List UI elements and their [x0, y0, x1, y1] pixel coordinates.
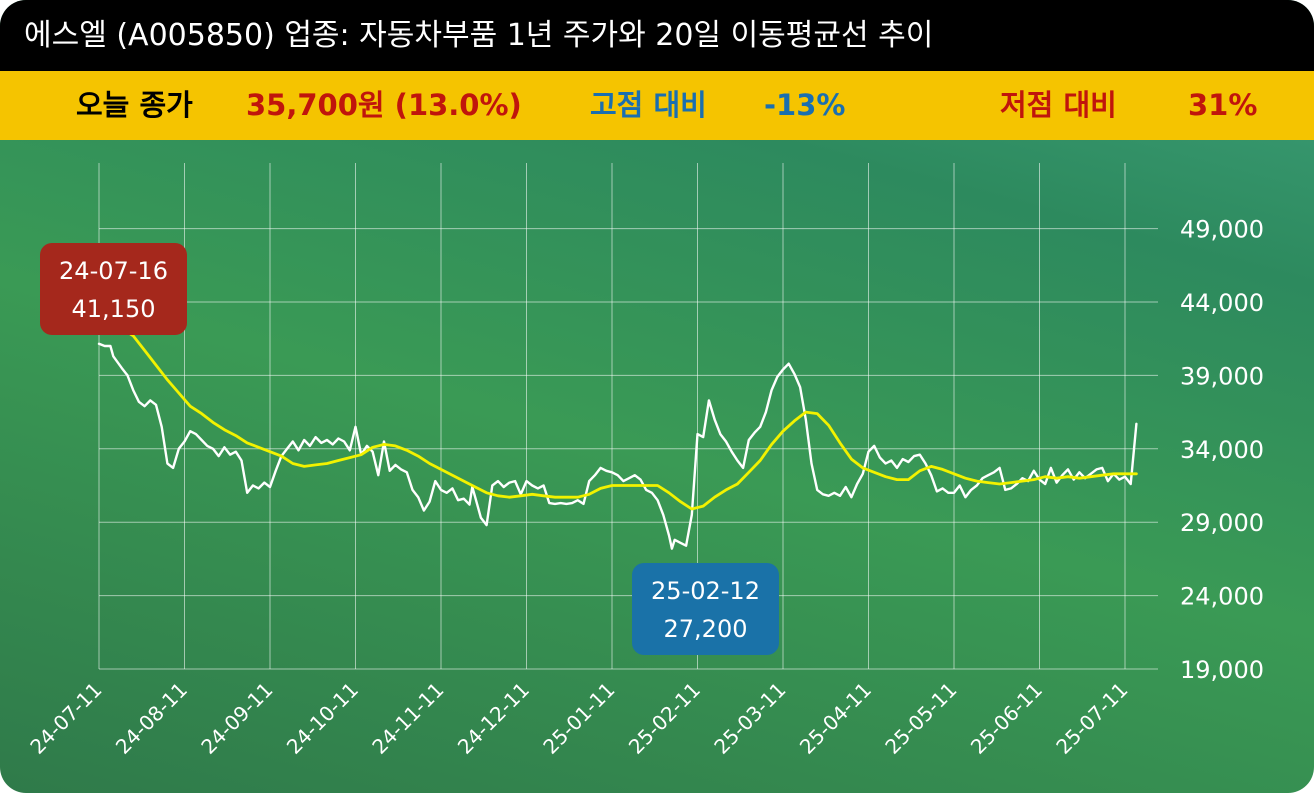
high-callout-value: 41,150: [72, 295, 156, 323]
x-tick-label: 24-11-11: [367, 678, 448, 759]
high-label: 고점 대비: [590, 88, 707, 122]
ma20-series-line: [109, 321, 1138, 511]
chart-title: 에스엘 (A005850) 업종: 자동차부품 1년 주가와 20일 이동평균선…: [0, 0, 1314, 71]
low-label: 저점 대비: [1000, 88, 1117, 122]
price-chart: 19,000 24,000 29,000 34,000 39,000 44,000 49,0…: [25, 163, 1264, 759]
x-tick-label: 25-04-11: [795, 678, 876, 759]
low-callout-value: 27,200: [664, 615, 748, 643]
price-series-line: [97, 342, 1138, 550]
x-tick-label: 24-10-11: [282, 678, 363, 759]
x-tick-label: 25-06-11: [966, 678, 1047, 759]
low-value: 31%: [1188, 88, 1258, 122]
x-tick-label: 25-07-11: [1051, 678, 1132, 759]
x-tick-label: 24-12-11: [453, 678, 534, 759]
y-tick-label: 49,000: [1180, 216, 1264, 244]
low-callout-date: 25-02-12: [651, 577, 760, 605]
x-tick-label: 24-09-11: [196, 678, 277, 759]
x-tick-label: 25-03-11: [709, 678, 790, 759]
high-value: -13%: [764, 88, 846, 122]
x-tick-label: 25-01-11: [538, 678, 619, 759]
y-tick-label: 44,000: [1180, 289, 1264, 317]
x-tick-label: 25-05-11: [880, 678, 961, 759]
y-tick-label: 29,000: [1180, 509, 1264, 537]
close-label: 오늘 종가: [76, 88, 193, 122]
x-tick-label: 24-08-11: [111, 678, 192, 759]
x-tick-label: 25-02-11: [624, 678, 705, 759]
y-tick-label: 39,000: [1180, 362, 1264, 390]
close-value: 35,700원 (13.0%): [246, 88, 522, 122]
low-callout-box: [632, 563, 779, 655]
y-tick-label: 24,000: [1180, 583, 1264, 611]
y-tick-label: 34,000: [1180, 436, 1264, 464]
y-tick-label: 19,000: [1180, 656, 1264, 684]
x-tick-label: 24-07-11: [25, 678, 106, 759]
info-bar: 오늘 종가 35,700원 (13.0%) 고점 대비 -13% 저점 대비 3…: [0, 71, 1314, 140]
high-callout-date: 24-07-16: [59, 257, 168, 285]
high-callout-box: [40, 243, 187, 335]
